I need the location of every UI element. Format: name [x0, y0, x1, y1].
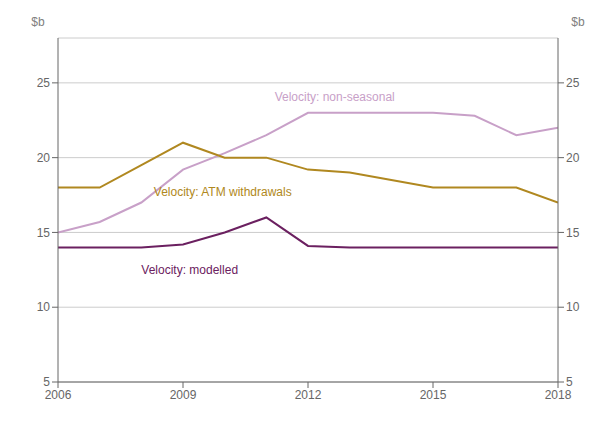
svg-text:5: 5 — [566, 375, 573, 389]
svg-text:10: 10 — [37, 300, 51, 314]
svg-text:15: 15 — [37, 226, 51, 240]
svg-text:Velocity: ATM withdrawals: Velocity: ATM withdrawals — [154, 185, 292, 199]
svg-text:2006: 2006 — [45, 388, 72, 402]
svg-text:5: 5 — [43, 375, 50, 389]
svg-text:20: 20 — [566, 151, 580, 165]
svg-text:2018: 2018 — [545, 388, 572, 402]
svg-text:2015: 2015 — [420, 388, 447, 402]
svg-text:25: 25 — [566, 76, 580, 90]
svg-text:Velocity: modelled: Velocity: modelled — [141, 263, 238, 277]
svg-text:10: 10 — [566, 300, 580, 314]
svg-text:$b: $b — [31, 15, 45, 29]
svg-text:2012: 2012 — [295, 388, 322, 402]
svg-text:20: 20 — [37, 151, 51, 165]
svg-text:$b: $b — [571, 15, 585, 29]
svg-text:15: 15 — [566, 226, 580, 240]
svg-text:Velocity: non-seasonal: Velocity: non-seasonal — [275, 90, 395, 104]
svg-text:25: 25 — [37, 76, 51, 90]
svg-text:2009: 2009 — [170, 388, 197, 402]
